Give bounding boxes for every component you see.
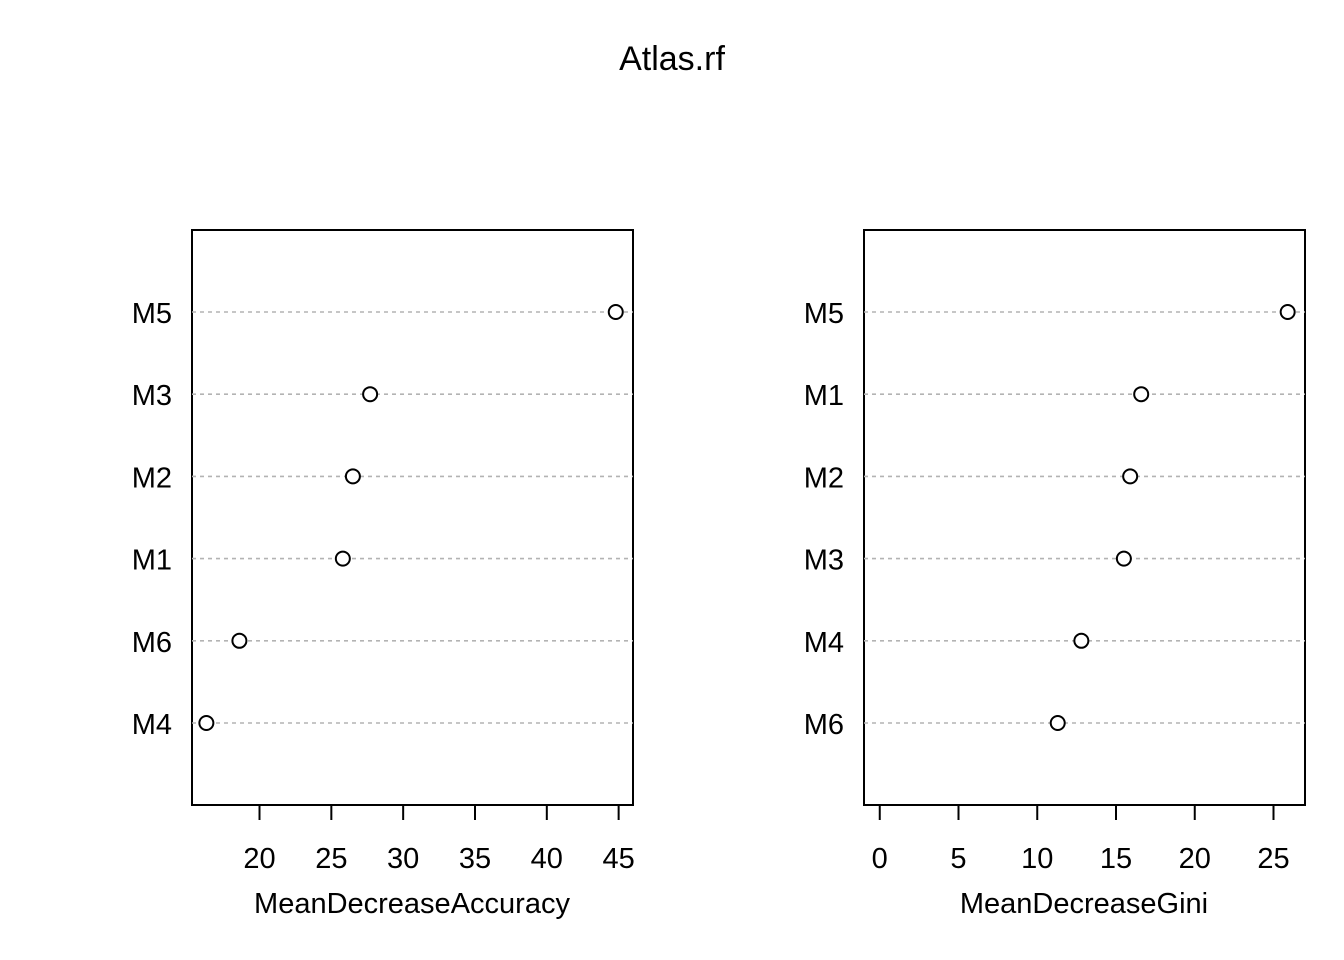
gini-category-label: M3	[804, 545, 844, 577]
gini-panel: MeanDecreaseGini 0 5 10 15 20 25 M5 M1 M2 M3 M4 M6	[804, 229, 1306, 920]
gini-x-tick-label: 20	[1179, 843, 1211, 875]
accuracy-data-point-m1	[334, 550, 351, 567]
accuracy-x-tick-label: 35	[459, 843, 491, 875]
gini-category-label: M4	[804, 627, 844, 659]
accuracy-x-tick-label: 20	[243, 843, 275, 875]
gini-x-tick-label: 5	[950, 843, 966, 875]
accuracy-data-point-m3	[362, 386, 379, 403]
gini-category-label: M6	[804, 709, 844, 741]
gini-plot-frame	[863, 229, 1306, 806]
accuracy-data-point-m2	[344, 468, 361, 485]
gini-category-label: M1	[804, 380, 844, 412]
accuracy-panel: MeanDecreaseAccuracy 20 25 30 35 40 45 M5 M3 M2 M…	[132, 229, 635, 920]
gini-data-point-m5	[1279, 304, 1296, 320]
gini-data-point-m1	[1133, 386, 1150, 403]
accuracy-x-axis-label: MeanDecreaseAccuracy	[254, 888, 570, 920]
gini-x-tick-label: 0	[872, 843, 888, 875]
gini-data-point-m4	[1073, 632, 1090, 649]
accuracy-category-label: M2	[132, 462, 172, 494]
accuracy-category-label: M5	[132, 298, 172, 330]
accuracy-data-point-m5	[607, 304, 624, 320]
gini-x-tick-label: 25	[1257, 843, 1289, 875]
accuracy-x-tick-label: 40	[531, 843, 563, 875]
gini-x-tick-label: 15	[1100, 843, 1132, 875]
gini-x-axis-label: MeanDecreaseGini	[960, 888, 1208, 920]
accuracy-x-tick-label: 45	[603, 843, 635, 875]
gini-category-label: M2	[804, 462, 844, 494]
accuracy-category-label: M6	[132, 627, 172, 659]
accuracy-data-point-m4	[198, 715, 215, 731]
accuracy-category-label: M1	[132, 545, 172, 577]
gini-data-point-m3	[1115, 550, 1132, 567]
accuracy-x-tick-label: 30	[387, 843, 419, 875]
gini-x-tick-label: 10	[1021, 843, 1053, 875]
accuracy-x-tick-label: 25	[315, 843, 347, 875]
chart-title: Atlas.rf	[619, 40, 725, 78]
gini-category-label: M5	[804, 298, 844, 330]
gini-data-point-m6	[1049, 715, 1066, 731]
accuracy-category-label: M4	[132, 709, 172, 741]
accuracy-data-point-m6	[231, 632, 248, 649]
accuracy-plot-frame	[191, 229, 634, 806]
gini-data-point-m2	[1122, 468, 1139, 485]
accuracy-category-label: M3	[132, 380, 172, 412]
